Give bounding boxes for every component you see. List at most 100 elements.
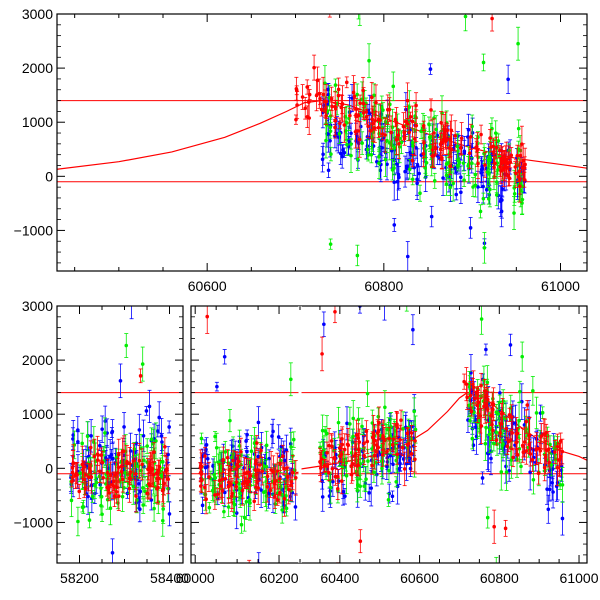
data-point (213, 475, 218, 480)
data-point (131, 484, 136, 489)
series-points (320, 306, 417, 512)
data-point (239, 522, 244, 527)
data-point (466, 127, 471, 132)
data-point (511, 307, 515, 311)
data-point (293, 505, 298, 509)
data-point (262, 490, 266, 495)
data-point (245, 449, 249, 454)
data-point (518, 184, 522, 189)
data-point (489, 456, 493, 461)
data-point (403, 169, 407, 174)
series-points (293, 14, 528, 203)
data-point (470, 131, 475, 135)
data-point (167, 512, 172, 516)
data-point (349, 131, 353, 136)
data-point (326, 168, 331, 173)
data-point (504, 470, 509, 474)
data-point (276, 435, 281, 439)
data-point (456, 158, 460, 163)
data-point (348, 422, 352, 426)
data-point (280, 508, 284, 512)
data-point (520, 354, 524, 359)
y-tick-label: 3000 (22, 6, 53, 22)
data-point (336, 479, 341, 483)
data-point (468, 418, 472, 423)
data-point (488, 136, 492, 140)
data-point (140, 362, 145, 366)
data-point (473, 172, 478, 177)
data-point (244, 439, 248, 443)
data-point (503, 295, 507, 299)
series-points (69, 368, 171, 513)
data-point (366, 459, 370, 463)
data-point (463, 14, 468, 19)
data-point (364, 477, 368, 481)
data-point (376, 414, 381, 419)
data-point (343, 494, 347, 499)
data-point (80, 441, 84, 446)
data-point (433, 145, 438, 150)
data-point (356, 483, 360, 487)
y-tick-label: 0 (45, 168, 53, 184)
data-point (203, 492, 208, 497)
data-point (71, 256, 75, 260)
data-point (144, 409, 149, 413)
data-point (469, 371, 473, 375)
data-point (512, 186, 517, 190)
data-point (374, 100, 378, 105)
data-point (517, 169, 522, 174)
data-point (518, 153, 523, 158)
data-point (396, 133, 401, 137)
data-point (451, 181, 455, 186)
data-point (418, 191, 422, 196)
data-point (344, 80, 349, 85)
data-point (476, 185, 480, 189)
data-point (534, 411, 539, 415)
data-point (429, 214, 434, 219)
data-point (392, 145, 397, 150)
data-point (549, 463, 554, 467)
x-tick-label: 60800 (364, 278, 403, 294)
data-point (390, 494, 395, 499)
data-point (490, 126, 494, 131)
data-point (483, 441, 488, 446)
data-point (267, 456, 271, 461)
data-point (204, 443, 209, 447)
x-tick-label: 60600 (188, 278, 227, 294)
data-point (364, 115, 369, 119)
data-point (459, 136, 464, 141)
data-point (387, 141, 392, 145)
data-point (229, 296, 233, 300)
data-point (137, 458, 142, 463)
data-point (395, 179, 400, 184)
data-point (85, 434, 90, 439)
data-point (413, 427, 418, 432)
data-point (249, 449, 254, 454)
data-point (161, 507, 165, 511)
data-point (496, 167, 500, 172)
data-point (481, 60, 486, 65)
data-point (278, 458, 283, 463)
data-point (470, 436, 475, 441)
data-point (282, 503, 286, 508)
data-point (365, 391, 370, 396)
data-point (222, 354, 227, 359)
data-point (96, 453, 100, 457)
data-point (402, 136, 407, 141)
data-point (260, 466, 265, 471)
data-point (336, 135, 341, 139)
data-point (501, 399, 505, 403)
data-point (443, 138, 448, 143)
data-point (355, 157, 360, 161)
data-point (318, 96, 322, 101)
data-point (328, 129, 333, 134)
data-point (242, 466, 246, 470)
data-point (356, 129, 360, 133)
data-point (123, 471, 127, 475)
data-point (294, 117, 298, 122)
data-point (370, 117, 374, 121)
data-point (489, 285, 493, 289)
data-point (449, 147, 454, 152)
x-tick-label: 61000 (541, 278, 580, 294)
